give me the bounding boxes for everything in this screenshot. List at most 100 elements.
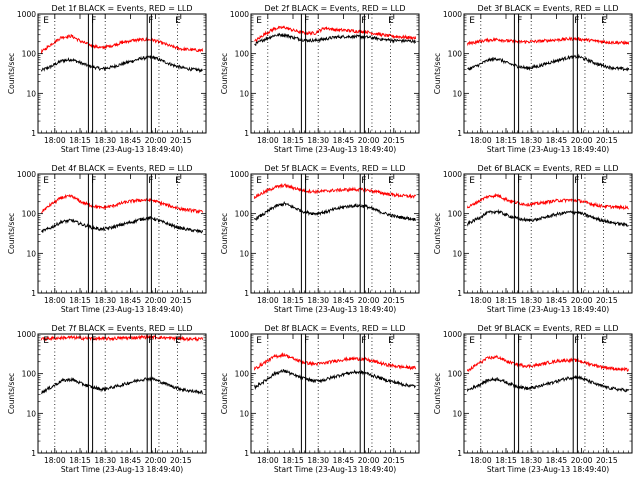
lld-series-line bbox=[253, 352, 417, 371]
events-series-line bbox=[41, 215, 204, 234]
event-marker-label: E bbox=[388, 16, 394, 26]
y-tick-label: 1000 bbox=[443, 10, 462, 19]
y-tick-label: 1 bbox=[31, 129, 36, 138]
x-tick-label: 18:00 bbox=[44, 296, 66, 305]
y-tick-label: 1 bbox=[457, 129, 462, 138]
panel-title: Det 1f BLACK = Events, RED = LLD bbox=[51, 4, 192, 13]
y-axis-label: Counts/sec bbox=[220, 373, 229, 414]
x-tick-label: 18:00 bbox=[44, 456, 66, 465]
y-tick-label: 1 bbox=[244, 449, 249, 458]
event-marker-label: F bbox=[304, 176, 309, 186]
plot-frame bbox=[37, 333, 207, 454]
events-series-line bbox=[41, 376, 203, 395]
x-tick-label: 20:15 bbox=[170, 456, 192, 465]
x-axis-label: Start Time (23-Aug-13 18:49:40) bbox=[487, 465, 609, 474]
event-marker-label: E bbox=[469, 176, 475, 186]
x-tick-label: 20:15 bbox=[170, 136, 192, 145]
lld-series-line bbox=[466, 354, 630, 373]
x-tick-label: 20:00 bbox=[358, 296, 380, 305]
y-tick-label: 10 bbox=[452, 89, 462, 98]
event-marker-label: F bbox=[148, 176, 153, 186]
event-marker-label: F bbox=[148, 16, 153, 26]
event-marker-label: E bbox=[469, 336, 475, 346]
y-tick-label: 1000 bbox=[17, 330, 36, 339]
x-axis-label: Start Time (23-Aug-13 18:49:40) bbox=[274, 145, 396, 154]
event-marker-label: F bbox=[517, 336, 522, 346]
x-tick-label: 18:15 bbox=[495, 456, 517, 465]
x-tick-label: 18:45 bbox=[333, 456, 355, 465]
lld-series-line bbox=[254, 25, 417, 43]
y-tick-label: 1 bbox=[31, 289, 36, 298]
x-tick-label: 20:00 bbox=[358, 136, 380, 145]
x-tick-label: 18:00 bbox=[44, 136, 66, 145]
y-tick-label: 1000 bbox=[230, 170, 249, 179]
panel-title: Det 2f BLACK = Events, RED = LLD bbox=[264, 4, 405, 13]
event-marker-label: F bbox=[361, 16, 366, 26]
event-marker-label: F bbox=[91, 176, 96, 186]
y-tick-label: 10 bbox=[26, 409, 36, 418]
panel-title: Det 7f BLACK = Events, RED = LLD bbox=[51, 324, 192, 333]
events-series-line bbox=[254, 32, 417, 47]
x-tick-label: 18:30 bbox=[307, 136, 329, 145]
x-tick-label: 18:15 bbox=[495, 296, 517, 305]
panel-title: Det 4f BLACK = Events, RED = LLD bbox=[51, 164, 192, 173]
x-tick-label: 18:15 bbox=[69, 296, 91, 305]
y-tick-label: 1000 bbox=[443, 170, 462, 179]
event-marker-label: F bbox=[91, 336, 96, 346]
event-marker-label: E bbox=[388, 176, 394, 186]
y-tick-label: 1000 bbox=[443, 330, 462, 339]
x-tick-label: 20:00 bbox=[571, 296, 593, 305]
x-tick-label: 18:00 bbox=[470, 136, 492, 145]
y-axis-label: Counts/sec bbox=[433, 373, 442, 414]
event-marker-label: F bbox=[304, 16, 309, 26]
plot-frame bbox=[250, 173, 420, 294]
plot-frame bbox=[463, 173, 633, 294]
y-axis-label: Counts/sec bbox=[220, 213, 229, 254]
event-marker-label: F bbox=[574, 176, 579, 186]
events-series-line bbox=[40, 54, 203, 74]
x-tick-label: 20:00 bbox=[145, 456, 167, 465]
x-tick-label: 18:15 bbox=[69, 456, 91, 465]
event-marker-label: F bbox=[91, 16, 96, 26]
events-series-line bbox=[466, 374, 630, 393]
lld-series-line bbox=[466, 36, 630, 47]
lld-series-line bbox=[40, 334, 204, 342]
x-tick-label: 18:30 bbox=[520, 136, 542, 145]
x-tick-label: 18:00 bbox=[470, 456, 492, 465]
events-series-line bbox=[466, 208, 629, 227]
event-marker-label: E bbox=[256, 16, 262, 26]
y-axis-label: Counts/sec bbox=[7, 53, 16, 94]
y-tick-label: 100 bbox=[22, 210, 37, 219]
lld-series-line bbox=[253, 182, 417, 199]
x-tick-label: 20:15 bbox=[596, 136, 618, 145]
event-marker-label: F bbox=[361, 176, 366, 186]
x-tick-label: 18:30 bbox=[307, 456, 329, 465]
plot-frame bbox=[463, 13, 633, 134]
events-series-line bbox=[467, 53, 630, 72]
x-axis-label: Start Time (23-Aug-13 18:49:40) bbox=[274, 465, 396, 474]
x-tick-label: 20:00 bbox=[358, 456, 380, 465]
panel-title: Det 8f BLACK = Events, RED = LLD bbox=[264, 324, 405, 333]
y-tick-label: 100 bbox=[448, 370, 463, 379]
x-tick-label: 18:00 bbox=[470, 296, 492, 305]
x-tick-label: 18:30 bbox=[94, 296, 116, 305]
plot-frame bbox=[463, 333, 633, 454]
y-tick-label: 100 bbox=[235, 370, 250, 379]
y-tick-label: 1 bbox=[244, 289, 249, 298]
event-marker-label: F bbox=[574, 16, 579, 26]
y-axis-label: Counts/sec bbox=[220, 53, 229, 94]
event-marker-label: E bbox=[256, 336, 262, 346]
y-tick-label: 10 bbox=[239, 249, 249, 258]
y-tick-label: 1000 bbox=[230, 330, 249, 339]
y-tick-label: 1 bbox=[457, 449, 462, 458]
event-marker-label: F bbox=[517, 176, 522, 186]
plot-frame bbox=[37, 173, 207, 294]
x-tick-label: 18:45 bbox=[546, 136, 568, 145]
x-tick-label: 18:15 bbox=[495, 136, 517, 145]
event-marker-label: E bbox=[256, 176, 262, 186]
y-tick-label: 100 bbox=[448, 50, 463, 59]
